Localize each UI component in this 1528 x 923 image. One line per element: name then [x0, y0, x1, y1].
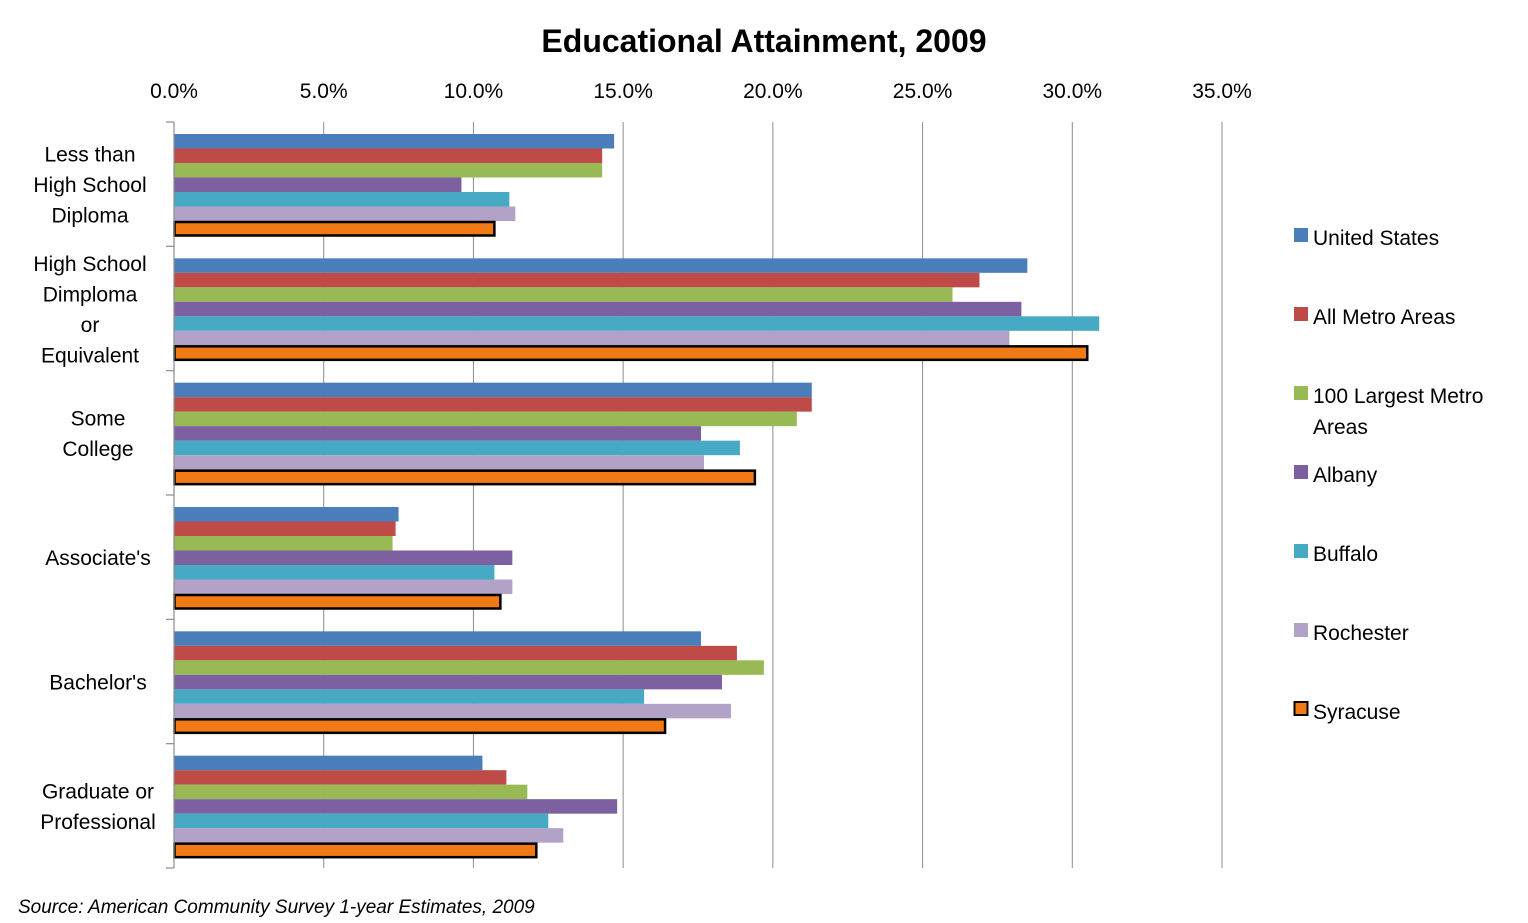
legend-swatch: [1294, 386, 1308, 400]
bar: [174, 148, 603, 163]
bar: [174, 536, 393, 551]
gridlines: [323, 122, 1223, 868]
legend: United States All Metro Areas 100 Largest …: [1293, 227, 1483, 724]
category-label: High School Dimploma or Equivalent: [33, 253, 146, 368]
bar: [174, 784, 528, 800]
bar: [174, 330, 1010, 346]
x-tick-label: 25.0%: [893, 80, 953, 103]
bar: [174, 134, 615, 149]
legend-label: Syracuse: [1313, 701, 1401, 724]
bar: [174, 799, 618, 814]
bar: [174, 813, 549, 829]
bar: [174, 411, 797, 427]
bar: [174, 258, 1028, 273]
legend-swatch: [1294, 544, 1308, 558]
bar: [174, 660, 764, 675]
bar: [174, 770, 507, 785]
bar: [174, 206, 516, 221]
category-label: Some College: [62, 408, 133, 462]
bars: [173, 134, 1100, 859]
bar: [173, 593, 502, 610]
bar: [174, 455, 704, 470]
bar: [174, 579, 513, 594]
bar: [173, 345, 1089, 362]
bar: [174, 703, 731, 719]
legend-swatch: [1294, 307, 1308, 321]
bar: [174, 755, 483, 771]
bar: [174, 565, 495, 580]
source-note: Source: American Community Survey 1-year…: [18, 897, 535, 918]
legend-swatch: [1294, 465, 1308, 479]
bar: [174, 397, 812, 412]
bar: [174, 163, 603, 178]
bar: [173, 718, 667, 735]
bar: [174, 828, 564, 843]
bar: [174, 287, 953, 302]
legend-swatch: [1294, 623, 1308, 637]
bar: [174, 272, 980, 288]
bar: [174, 674, 722, 690]
bar: [174, 507, 399, 522]
category-label: Less than High School Diploma: [33, 144, 146, 228]
category-label: Associate's: [45, 547, 151, 570]
legend-swatch: [1293, 701, 1309, 716]
bar: [174, 316, 1100, 331]
x-tick-label: 30.0%: [1043, 80, 1103, 103]
bar: [174, 521, 396, 536]
bar: [174, 689, 645, 704]
y-axis: [166, 121, 175, 869]
bar: [174, 440, 740, 456]
category-labels: Less than High School Diploma High School Di…: [33, 144, 155, 834]
legend-label: Buffalo: [1313, 543, 1378, 566]
x-tick-label: 20.0%: [743, 80, 803, 103]
x-tick-label: 35.0%: [1192, 80, 1252, 103]
x-tick-label: 15.0%: [593, 80, 653, 103]
bar: [174, 645, 737, 661]
legend-label: All Metro Areas: [1313, 306, 1455, 329]
x-axis-ticks: 0.0% 5.0% 10.0% 15.0% 20.0% 25.0% 30.0% 35.0%: [150, 80, 1252, 103]
x-tick-label: 0.0%: [150, 80, 198, 103]
bar: [174, 382, 812, 398]
bar: [173, 220, 496, 237]
bar: [174, 631, 701, 646]
x-tick-label: 10.0%: [444, 80, 504, 103]
x-tick-label: 5.0%: [300, 80, 348, 103]
category-label: Bachelor's: [49, 672, 146, 695]
bar: [174, 301, 1022, 317]
category-label: Graduate or Professional: [40, 781, 156, 835]
bar: [174, 192, 510, 207]
bar: [174, 177, 462, 192]
bar: [173, 469, 757, 486]
legend-label: Albany: [1313, 464, 1378, 487]
bar: [174, 426, 701, 441]
legend-label: 100 Largest Metro Areas: [1313, 385, 1483, 439]
bar: [174, 550, 513, 565]
legend-swatch: [1294, 228, 1308, 242]
bar: [173, 842, 538, 859]
chart-title: Educational Attainment, 2009: [541, 23, 986, 59]
legend-label: United States: [1313, 227, 1439, 250]
legend-label: Rochester: [1313, 622, 1409, 645]
